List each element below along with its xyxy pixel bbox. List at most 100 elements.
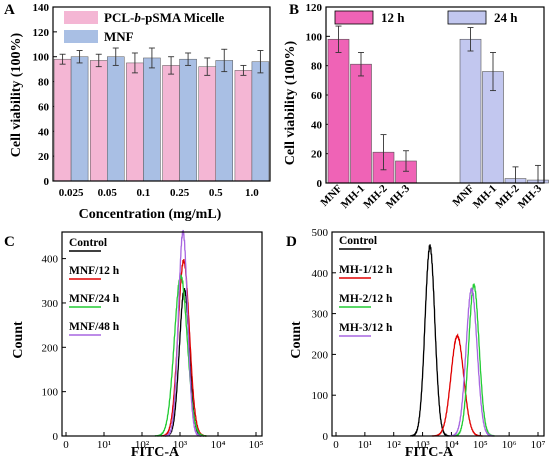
x-tick-label: 10⁴ bbox=[211, 439, 226, 451]
x-tick-label: 10⁵ bbox=[473, 439, 488, 451]
x-tick-label: 0.5 bbox=[209, 187, 223, 199]
bar bbox=[70, 56, 89, 182]
panel-c: C Count FITC-A 0 100 200 300 400 0 10¹ 10² 10³ 1… bbox=[4, 229, 264, 460]
y-tick-label: 300 bbox=[42, 298, 59, 310]
legend-swatch-24h bbox=[447, 10, 487, 25]
x-tick-label: MH-2 bbox=[493, 182, 522, 211]
bar bbox=[53, 58, 72, 182]
legend-label-mh3: MH-3/12 h bbox=[339, 322, 393, 334]
histogram-curve bbox=[449, 287, 494, 437]
y-tick-label: 200 bbox=[42, 342, 59, 354]
histogram-curve bbox=[410, 244, 450, 437]
x-tick-label: 10² bbox=[387, 439, 402, 451]
y-tick-label: 0 bbox=[323, 431, 329, 443]
histogram-curve bbox=[453, 283, 495, 437]
y-tick-label: 120 bbox=[33, 27, 50, 39]
y-tick-label: 200 bbox=[312, 349, 329, 361]
y-tick-label: 60 bbox=[38, 101, 50, 113]
legend-swatch-12h bbox=[334, 10, 374, 25]
histogram-curve bbox=[164, 288, 205, 437]
bar bbox=[198, 66, 216, 182]
bar bbox=[459, 38, 482, 184]
x-tick-label: 10⁶ bbox=[502, 439, 517, 451]
legend-label-mh1: MH-1/12 h bbox=[339, 264, 393, 276]
x-tick-label: 10³ bbox=[415, 439, 430, 451]
bar bbox=[90, 60, 108, 182]
panel-d-ylabel: Count bbox=[289, 321, 304, 359]
y-tick-label: 0 bbox=[44, 176, 50, 188]
x-tick-label: 10¹ bbox=[97, 439, 111, 451]
legend-label-12h: 12 h bbox=[381, 10, 405, 25]
legend-label-micelle: PCL-b-pSMA Micelle bbox=[104, 10, 224, 25]
panel-b-frame bbox=[325, 6, 545, 184]
bar bbox=[179, 58, 197, 182]
x-tick-label: 10⁴ bbox=[444, 439, 459, 451]
x-tick-label: 0 bbox=[333, 439, 339, 451]
histogram-curve bbox=[154, 274, 207, 437]
x-tick-label: 10² bbox=[135, 439, 150, 451]
histogram-curve bbox=[431, 333, 483, 437]
bar bbox=[162, 65, 180, 182]
panel-c-legend: Control MNF/12 h MNF/24 h MNF/48 h bbox=[69, 237, 120, 336]
x-tick-label: 10⁵ bbox=[249, 439, 264, 451]
x-tick-label: 0 bbox=[63, 439, 69, 451]
panel-d-y-ticks: 0 100 200 300 400 500 bbox=[312, 227, 336, 443]
x-tick-label: MH-3 bbox=[516, 182, 545, 211]
x-tick-label: MH-1 bbox=[339, 183, 367, 211]
bar bbox=[215, 60, 233, 182]
panel-a-letter: A bbox=[4, 2, 15, 18]
x-tick-label: 0.1 bbox=[137, 187, 151, 199]
x-tick-label: 10³ bbox=[173, 439, 188, 451]
bar bbox=[107, 56, 125, 182]
legend-swatch-micelle bbox=[64, 11, 98, 24]
panel-c-x-ticks: 0 10¹ 10² 10³ 10⁴ 10⁵ bbox=[63, 432, 264, 451]
panel-a-frame bbox=[52, 6, 271, 182]
legend-label-mnf24h: MNF/24 h bbox=[69, 293, 120, 305]
panel-b-ylabel: Cell viability (100%) bbox=[283, 40, 298, 165]
panel-c-y-ticks: 0 100 200 300 400 bbox=[42, 254, 66, 443]
legend-swatch-mnf bbox=[64, 30, 98, 43]
y-tick-label: 100 bbox=[312, 390, 329, 402]
panel-c-curves bbox=[154, 229, 207, 438]
y-tick-label: 500 bbox=[312, 227, 329, 239]
y-tick-label: 20 bbox=[311, 149, 323, 161]
panel-d-frame bbox=[331, 231, 545, 437]
panel-a-bars bbox=[53, 47, 270, 182]
bar bbox=[143, 57, 161, 182]
y-tick-label: 20 bbox=[38, 151, 50, 163]
panel-b: B Cell viability (100%) 020406080100120 … bbox=[283, 2, 549, 211]
panel-c-xlabel: FITC-A bbox=[131, 445, 180, 460]
panel-b-y-ticks: 0 20 40 60 80 100 120 bbox=[306, 2, 330, 190]
y-tick-label: 140 bbox=[33, 2, 50, 14]
y-tick-label: 0 bbox=[317, 178, 323, 190]
panel-c-frame bbox=[61, 231, 263, 437]
panel-d: D Count FITC-A 0 100 200 300 400 500 0 10¹ 10² 1… bbox=[286, 227, 546, 460]
legend-label-control-c: Control bbox=[69, 237, 107, 249]
y-tick-label: 0 bbox=[53, 431, 59, 443]
x-tick-label: 0.025 bbox=[59, 187, 84, 199]
panel-a: A Cell viability (100%) Concentration (m… bbox=[4, 2, 271, 222]
panel-a-ylabel: Cell viability (100%) bbox=[9, 32, 24, 157]
histogram-curve bbox=[160, 258, 207, 437]
bar bbox=[251, 61, 270, 182]
panel-b-bars bbox=[327, 25, 549, 184]
bar bbox=[126, 62, 144, 182]
legend-label-mnf: MNF bbox=[104, 29, 134, 44]
panel-d-xlabel: FITC-A bbox=[405, 445, 454, 460]
x-tick-label: 10⁷ bbox=[531, 439, 546, 451]
x-tick-label: 0.05 bbox=[98, 187, 118, 199]
legend-label-24h: 24 h bbox=[494, 10, 518, 25]
bar bbox=[234, 70, 253, 182]
x-tick-label: 1.0 bbox=[245, 187, 259, 199]
panel-c-ylabel: Count bbox=[11, 321, 26, 359]
panel-d-curves bbox=[410, 244, 495, 437]
x-tick-label: MH-1 bbox=[471, 183, 499, 211]
legend-label-control-d: Control bbox=[339, 235, 377, 247]
y-tick-label: 100 bbox=[306, 31, 323, 43]
y-tick-label: 40 bbox=[311, 119, 323, 131]
x-tick-label: MH-2 bbox=[361, 182, 390, 211]
y-tick-label: 40 bbox=[38, 126, 50, 138]
histogram-curve bbox=[164, 229, 202, 438]
